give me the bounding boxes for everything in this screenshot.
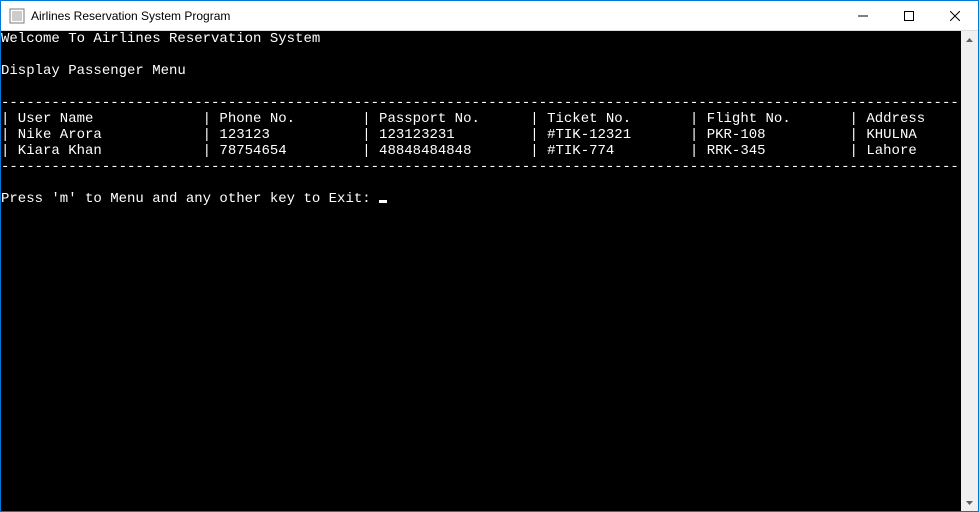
console-line: Display Passenger Menu bbox=[1, 63, 961, 79]
close-button[interactable] bbox=[932, 1, 978, 30]
console-line bbox=[1, 175, 961, 191]
console-line: | Nike Arora | 123123 | 123123231 | #TIK… bbox=[1, 127, 961, 143]
application-window: Airlines Reservation System Program Welc… bbox=[1, 1, 978, 511]
console-line bbox=[1, 79, 961, 95]
vertical-scrollbar[interactable] bbox=[961, 31, 978, 511]
maximize-button[interactable] bbox=[886, 1, 932, 30]
console-prompt[interactable]: Press 'm' to Menu and any other key to E… bbox=[1, 191, 961, 207]
scroll-down-arrow[interactable] bbox=[961, 494, 978, 511]
console-line: | Kiara Khan | 78754654 | 48848484848 | … bbox=[1, 143, 961, 159]
window-title: Airlines Reservation System Program bbox=[31, 9, 840, 23]
console-line: | User Name | Phone No. | Passport No. |… bbox=[1, 111, 961, 127]
console-line: ----------------------------------------… bbox=[1, 95, 961, 111]
console-line: Welcome To Airlines Reservation System bbox=[1, 31, 961, 47]
console-line: ----------------------------------------… bbox=[1, 159, 961, 175]
app-icon bbox=[9, 8, 25, 24]
minimize-button[interactable] bbox=[840, 1, 886, 30]
prompt-text: Press 'm' to Menu and any other key to E… bbox=[1, 191, 379, 207]
console-output[interactable]: Welcome To Airlines Reservation System Di… bbox=[1, 31, 961, 511]
scroll-track[interactable] bbox=[961, 48, 978, 494]
cursor-icon bbox=[379, 200, 387, 203]
console-line bbox=[1, 47, 961, 63]
window-controls bbox=[840, 1, 978, 30]
console-area: Welcome To Airlines Reservation System Di… bbox=[1, 31, 978, 511]
scroll-up-arrow[interactable] bbox=[961, 31, 978, 48]
titlebar[interactable]: Airlines Reservation System Program bbox=[1, 1, 978, 31]
